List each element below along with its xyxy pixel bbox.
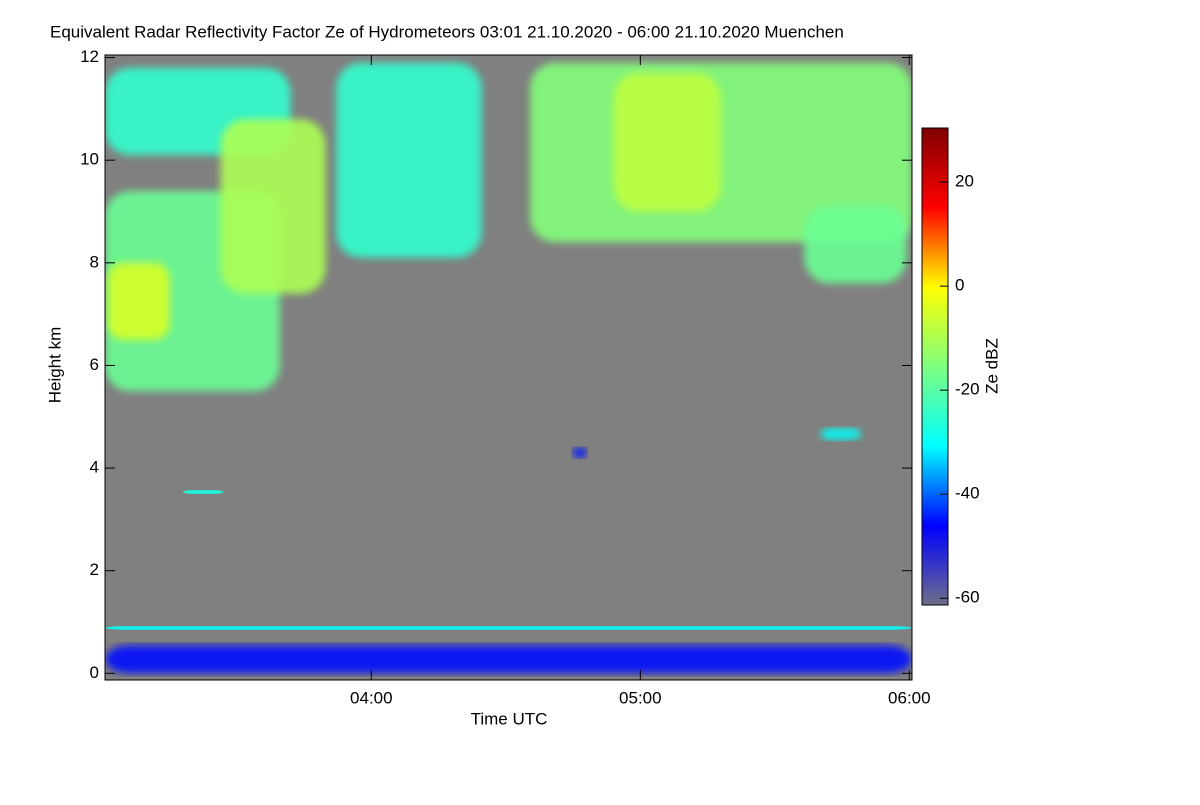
heatmap <box>105 62 912 674</box>
colorbar-tick-label: -40 <box>955 484 980 503</box>
echo-region <box>105 645 912 674</box>
y-tick-label: 6 <box>90 355 99 374</box>
y-tick-label: 12 <box>80 47 99 66</box>
y-tick-label: 4 <box>90 458 99 477</box>
x-tick-label: 06:00 <box>888 688 931 707</box>
y-axis-label: Height km <box>45 327 64 404</box>
chart-title: Equivalent Radar Reflectivity Factor Ze … <box>50 22 844 41</box>
colorbar-tick-label: -20 <box>955 380 980 399</box>
x-axis-label: Time UTC <box>471 709 548 728</box>
colorbar-tick-label: 0 <box>955 276 964 295</box>
colorbar-label: Ze dBZ <box>982 338 1001 394</box>
x-tick-label: 05:00 <box>619 688 662 707</box>
colorbar-tick-label: -60 <box>955 588 980 607</box>
y-tick-label: 8 <box>90 252 99 271</box>
y-tick-label: 2 <box>90 560 99 579</box>
echo-region <box>183 490 224 494</box>
y-tick-label: 10 <box>80 150 99 169</box>
colorbar-tick-label: 20 <box>955 172 974 191</box>
echo-region <box>220 119 326 294</box>
echo-region <box>336 62 482 258</box>
colorbar <box>921 127 949 606</box>
echo-region <box>107 262 170 340</box>
echo-region <box>105 626 912 630</box>
echo-region <box>820 428 861 440</box>
echo-region <box>804 206 907 284</box>
echo-region <box>573 447 587 458</box>
echo-region <box>613 72 722 212</box>
y-tick-label: 0 <box>90 663 99 682</box>
x-tick-label: 04:00 <box>350 688 393 707</box>
plot-frame <box>104 54 913 681</box>
